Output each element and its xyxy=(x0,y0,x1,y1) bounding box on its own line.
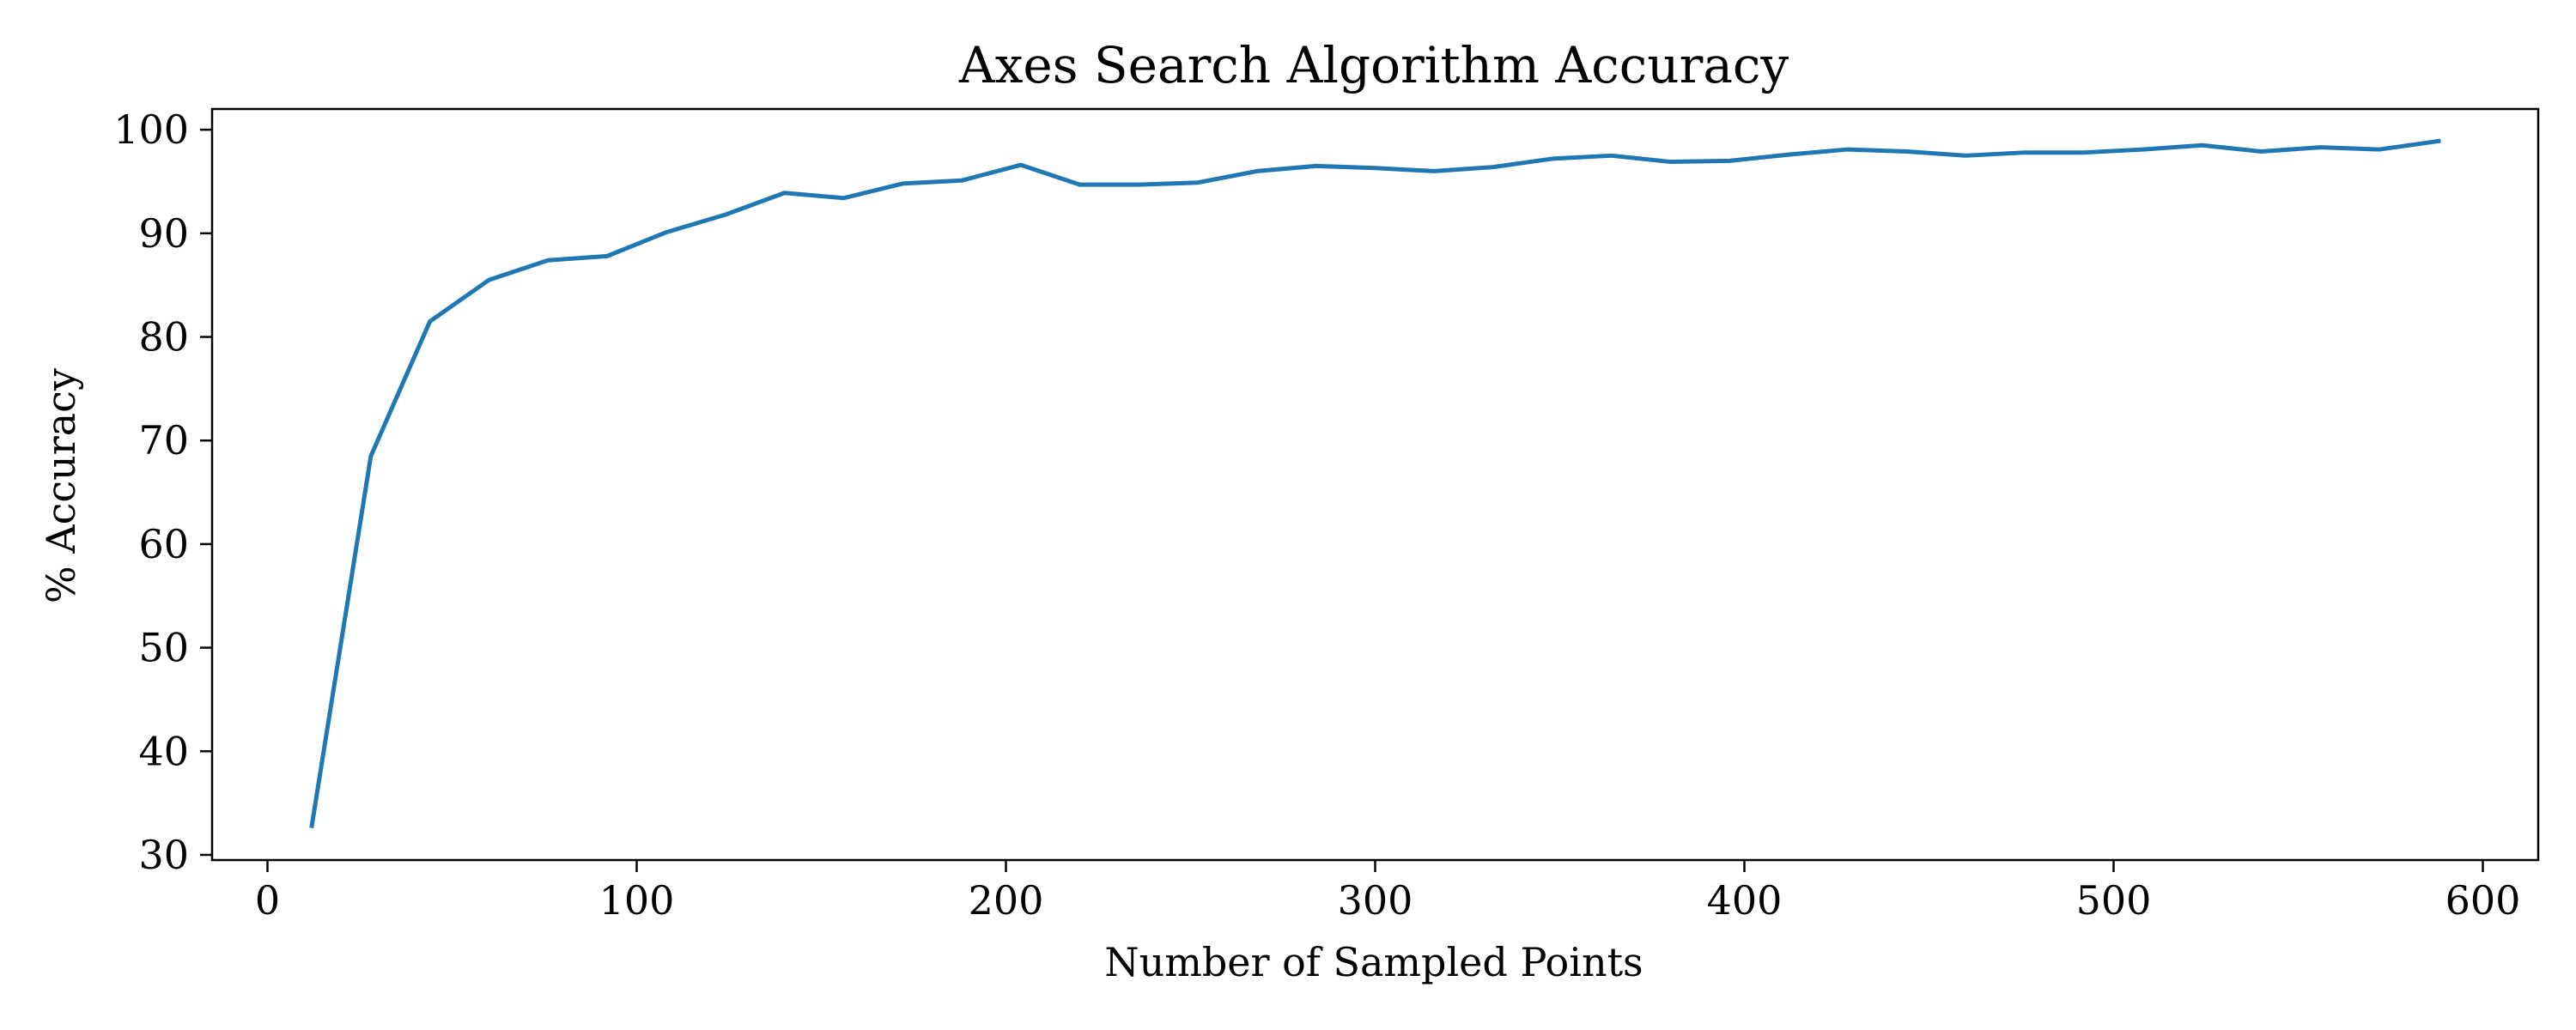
plot-frame xyxy=(210,107,2540,862)
y-tick-label: 60 xyxy=(138,521,189,567)
x-tick-label: 200 xyxy=(969,877,1044,924)
x-tick-label: 500 xyxy=(2076,877,2152,924)
y-tick-label: 30 xyxy=(138,832,189,878)
x-tick-label: 600 xyxy=(2445,877,2521,924)
y-tick-label: 100 xyxy=(113,106,189,153)
x-axis-label: Number of Sampled Points xyxy=(1104,939,1643,985)
y-tick-label: 80 xyxy=(138,314,189,360)
plot-area xyxy=(210,107,2540,862)
y-tick-label: 90 xyxy=(138,210,189,257)
y-tick-label: 70 xyxy=(138,417,189,464)
chart-title: Axes Search Algorithm Accuracy xyxy=(958,36,1789,94)
x-tick-label: 100 xyxy=(599,877,675,924)
x-tick-label: 300 xyxy=(1338,877,1413,924)
x-tick-label: 400 xyxy=(1707,877,1783,924)
y-tick-label: 40 xyxy=(138,728,189,774)
x-tick-label: 0 xyxy=(255,877,280,924)
y-axis-label: % Accuracy xyxy=(38,368,84,603)
y-tick-label: 50 xyxy=(138,625,189,671)
x-axis-ticks: 0 100 200 300 400 500 600 xyxy=(255,860,2521,924)
series-line-0 xyxy=(309,138,2441,829)
y-axis-ticks: 30 40 50 60 70 80 90 100 xyxy=(113,106,212,878)
